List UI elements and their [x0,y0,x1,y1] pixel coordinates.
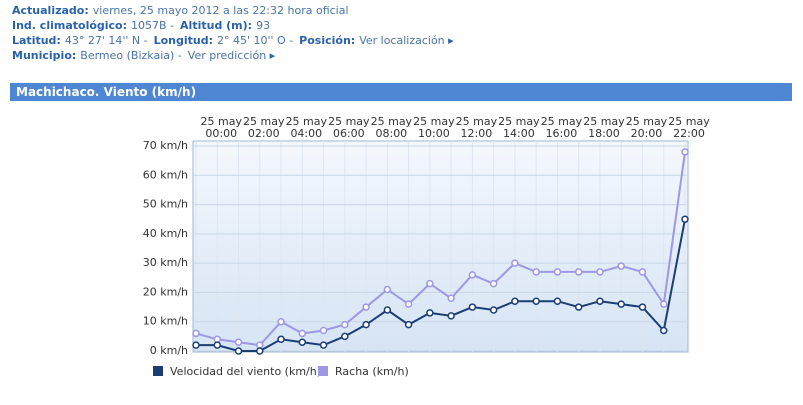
info-value: viernes, 25 mayo 2012 a las 22:32 hora o… [92,4,349,17]
info-label: Altitud (m): [180,19,253,32]
data-point [489,306,498,314]
data-point [532,297,540,305]
info-row: Ind. climatológico: 1057B - Altitud (m): 93 [12,18,454,33]
data-point [681,215,689,223]
x-tick-label: 25 may 16:00 [540,115,583,140]
data-point [426,279,434,288]
station-info: Actualizado: viernes, 25 mayo 2012 a las … [12,3,454,63]
info-value: 43° 27' 14'' N - [64,34,148,47]
data-point [341,320,349,329]
info-value: 93 [256,19,271,32]
info-row: Municipio: Bermeo (Bizkaia) - Ver predicci… [12,48,454,63]
data-point [447,312,455,320]
data-point [234,338,243,346]
data-point [319,326,328,335]
info-row: Latitud: 43° 27' 14'' N - Longitud: 2° 45' … [12,33,454,48]
x-tick-label: 25 may 02:00 [243,115,285,140]
data-point [681,148,689,156]
data-point [617,300,625,308]
data-point [298,338,307,346]
data-point [574,303,583,311]
data-point [426,309,434,317]
data-point [404,320,413,329]
data-point [638,268,647,276]
y-tick-label: 10 km/h [143,315,188,328]
y-tick-label: 0 km/h [150,344,188,357]
legend-label: Racha (km/h) [335,365,409,378]
info-label: Latitud: [12,34,61,47]
plot-area [192,140,689,353]
info-link[interactable]: Ver localización [359,34,454,47]
data-point [362,303,370,311]
data-point [404,300,413,308]
data-point [468,303,477,311]
data-point [489,279,498,288]
data-point [234,347,243,355]
data-point [511,259,519,267]
data-point [383,306,392,314]
x-tick-label: 25 may 14:00 [498,115,540,140]
data-point [383,285,392,294]
x-tick-label: 25 may 18:00 [583,115,625,140]
legend-label: Velocidad del viento (km/h) [170,365,321,378]
data-point [468,271,477,279]
data-point [192,329,200,338]
data-point [298,329,307,338]
data-point [638,303,647,311]
chart-title: Machichaco. Viento (km/h) [10,83,792,101]
x-tick-label: 25 may 20:00 [625,115,668,140]
x-tick-label: 25 may 22:00 [668,115,710,140]
x-tick-label: 25 may 12:00 [455,115,498,140]
info-row: Actualizado: viernes, 25 mayo 2012 a las … [12,3,454,18]
data-point [447,294,455,303]
data-point [256,347,264,355]
info-value: 1057B - [131,19,175,32]
x-tick-label: 25 may 04:00 [285,115,328,140]
info-value: Bermeo (Bizkaia) - [80,49,182,62]
data-point [511,297,519,305]
data-point [659,326,668,335]
legend-swatch [153,366,163,376]
data-point [617,262,625,270]
data-point [553,268,562,276]
y-tick-label: 40 km/h [143,227,188,240]
data-point [192,341,200,349]
data-point [362,320,370,329]
data-point [319,341,328,349]
x-tick-label: 25 may 10:00 [413,115,455,140]
y-tick-label: 60 km/h [143,168,188,181]
info-value: 2° 45' 10'' O - [216,34,294,47]
info-label: Ind. climatológico: [12,19,128,32]
info-label: Actualizado: [12,4,89,17]
x-tick-label: 25 may 00:00 [200,115,242,140]
data-point [213,341,222,349]
info-link[interactable]: Ver predicción [188,49,275,62]
data-point [596,268,604,276]
info-label: Longitud: [153,34,213,47]
data-point [341,332,349,341]
data-point [277,335,285,344]
info-label: Municipio: [12,49,77,62]
y-tick-label: 70 km/h [143,139,188,152]
x-tick-label: 25 may 08:00 [370,115,413,140]
y-tick-label: 30 km/h [143,256,188,269]
data-point [532,268,540,276]
data-point [213,335,222,344]
data-point [659,300,668,308]
data-point [277,317,285,326]
data-point [574,268,583,276]
data-point [256,341,264,349]
y-tick-label: 20 km/h [143,285,188,298]
data-point [553,297,562,305]
legend-swatch [318,366,328,376]
data-point [596,297,604,305]
y-tick-label: 50 km/h [143,198,188,211]
x-tick-label: 25 may 06:00 [328,115,370,140]
info-label: Posición: [299,34,356,47]
